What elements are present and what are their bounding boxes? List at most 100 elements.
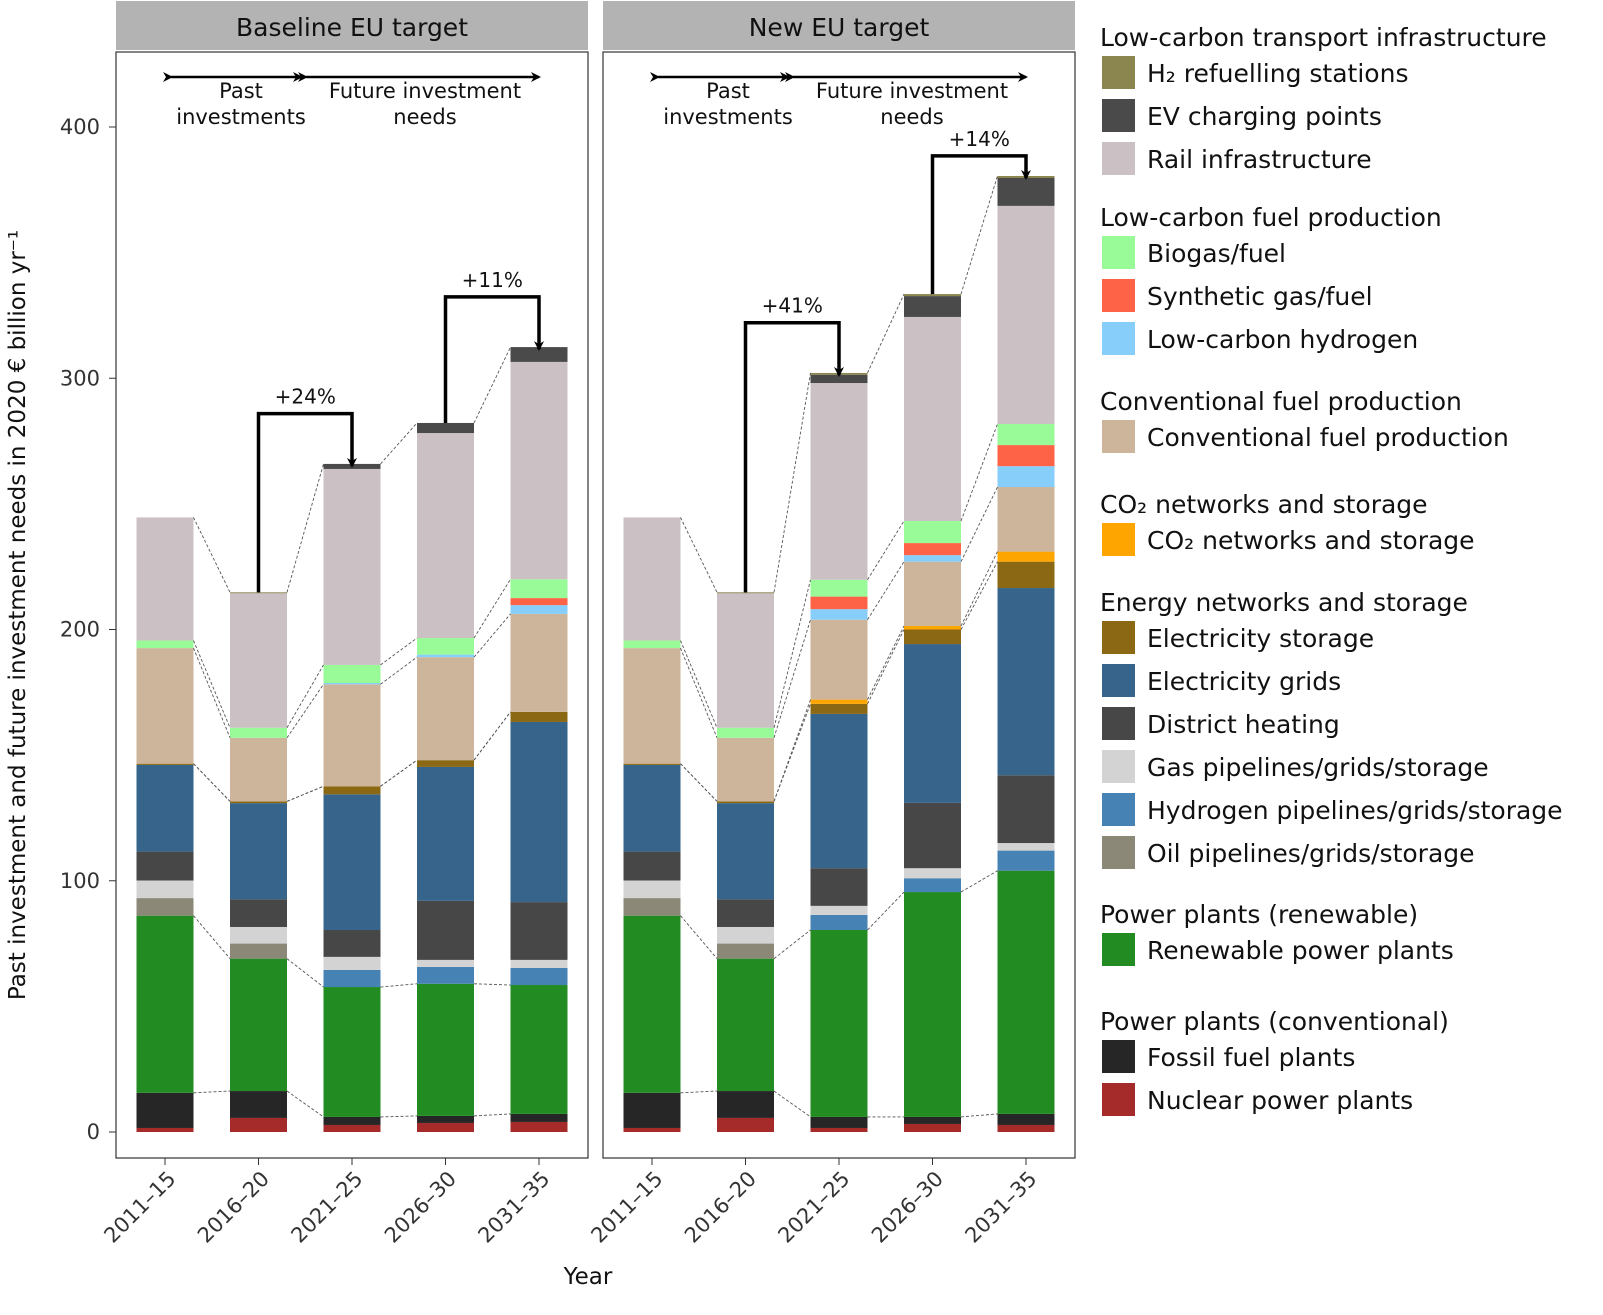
bar-segment-h2-pipe	[510, 967, 568, 986]
bar-segment-elec-storage	[230, 801, 287, 804]
bar-segment-co2	[904, 625, 961, 630]
bar-segment-elec-storage	[623, 763, 681, 765]
bar-segment-lc-hydrogen	[417, 654, 474, 658]
bar-segment-conv-fuel	[417, 657, 474, 761]
connector-line	[473, 1113, 511, 1117]
past-label-line1: Past	[706, 79, 750, 103]
bar-segment-district-heating	[510, 902, 568, 960]
connector-line	[680, 640, 718, 728]
bar-segment-gas-pipe	[417, 959, 474, 967]
bar-segment-fossil	[717, 1091, 774, 1118]
legend-group: Energy networks and storage Electricity s…	[1100, 588, 1563, 869]
bar-segment-conv-fuel	[623, 648, 681, 764]
y-tick-label: 400	[60, 115, 100, 139]
bar-segment-synthetic	[510, 598, 568, 606]
connector-line	[960, 551, 998, 627]
bar-segment-elec-grids	[717, 803, 774, 900]
legend-group-title: CO₂ networks and storage	[1100, 490, 1428, 519]
legend-swatch	[1102, 142, 1135, 175]
bar-segment-nuclear	[230, 1117, 287, 1132]
y-tick-label: 300	[60, 366, 100, 390]
connector-line	[473, 579, 511, 639]
legend-group-title: Conventional fuel production	[1100, 387, 1462, 416]
bar-segment-fossil	[810, 1116, 868, 1128]
bar-segment-nuclear	[717, 1117, 774, 1132]
x-tick-label: 2031–35	[473, 1167, 554, 1248]
connector-line	[286, 463, 324, 593]
future-label-line2: needs	[880, 105, 943, 129]
bar-segment-elec-grids	[904, 644, 961, 803]
y-axis-label: Past investment and future investment ne…	[5, 230, 31, 1000]
x-tick-label: 2026–30	[867, 1167, 948, 1248]
bar-segment-h2-pipe	[810, 914, 868, 930]
future-label-line1: Future investment	[329, 79, 521, 103]
bar-segment-elec-grids	[417, 766, 474, 901]
bar-segment-lc-hydrogen	[510, 605, 568, 614]
legend-swatch	[1102, 279, 1135, 312]
connector-line	[960, 175, 998, 295]
legend-item-label: Oil pipelines/grids/storage	[1147, 839, 1475, 868]
bar-segment-rail	[904, 316, 961, 521]
connector-line	[380, 1115, 418, 1118]
growth-label: +24%	[275, 385, 336, 409]
x-tick-label: 2031–35	[960, 1167, 1041, 1248]
x-tick-label: 2026–30	[380, 1167, 461, 1248]
connector-line	[380, 637, 418, 666]
bar-segment-fossil	[417, 1115, 474, 1123]
past-label-line2: investments	[663, 105, 793, 129]
legend-group: Power plants (renewable) Renewable power …	[1100, 900, 1454, 966]
bar-segment-conv-fuel	[810, 619, 868, 700]
bar-segment-synthetic	[904, 543, 961, 556]
legend-item-label: CO₂ networks and storage	[1147, 526, 1475, 555]
connector-line	[773, 929, 811, 959]
bar-segment-district-heating	[997, 775, 1055, 844]
connector-line	[960, 1113, 998, 1118]
connector-line	[193, 915, 231, 959]
growth-label: +11%	[462, 268, 523, 292]
bar-segment-renewable	[904, 892, 961, 1117]
panel-strip	[603, 1, 1075, 50]
legend-swatch	[1102, 707, 1135, 740]
bar-segment-rail	[717, 593, 774, 728]
growth-arrow	[930, 154, 1031, 295]
legend-swatch	[1102, 236, 1135, 269]
bar-segment-rail	[417, 433, 474, 639]
bar-segment-rail	[997, 205, 1055, 424]
connector-line	[193, 763, 231, 802]
bar-segment-fossil	[904, 1116, 961, 1124]
bar-segment-biogas	[717, 727, 774, 738]
growth-arrow	[743, 320, 844, 593]
bar-segment-rail	[230, 593, 287, 728]
connector-line	[773, 619, 811, 738]
bar-segment-oil-pipe	[717, 943, 774, 959]
bar-segment-co2	[810, 699, 868, 704]
bar-segment-ev	[417, 422, 474, 434]
legend-item-label: EV charging points	[1147, 102, 1382, 131]
connector-line	[193, 1090, 231, 1094]
legend-swatch	[1102, 1040, 1135, 1073]
bar-segment-h2-pipe	[904, 878, 961, 893]
connector-line	[286, 958, 324, 988]
past-label-line1: Past	[219, 79, 263, 103]
bar-segment-rail	[510, 361, 568, 580]
bar-segment-h2-stations	[230, 592, 287, 594]
connector-line	[193, 517, 231, 593]
future-label-line1: Future investment	[816, 79, 1008, 103]
bar-segment-ev	[904, 296, 961, 317]
connector-line	[193, 640, 231, 728]
connector-line	[286, 684, 324, 739]
bar-segment-fossil	[230, 1091, 287, 1118]
bar-segment-elec-grids	[230, 803, 287, 900]
bar-segment-district-heating	[417, 900, 474, 960]
bar-segment-synthetic	[810, 596, 868, 610]
bar-segment-biogas	[904, 520, 961, 544]
bar-segment-h2-pipe	[417, 966, 474, 984]
bar-segment-elec-grids	[810, 713, 868, 869]
bar-segment-fossil	[323, 1116, 381, 1125]
bar-segment-nuclear	[623, 1127, 681, 1132]
connector-line	[867, 629, 905, 705]
connector-line	[473, 346, 511, 424]
legend-group-title: Power plants (conventional)	[1100, 1007, 1449, 1036]
